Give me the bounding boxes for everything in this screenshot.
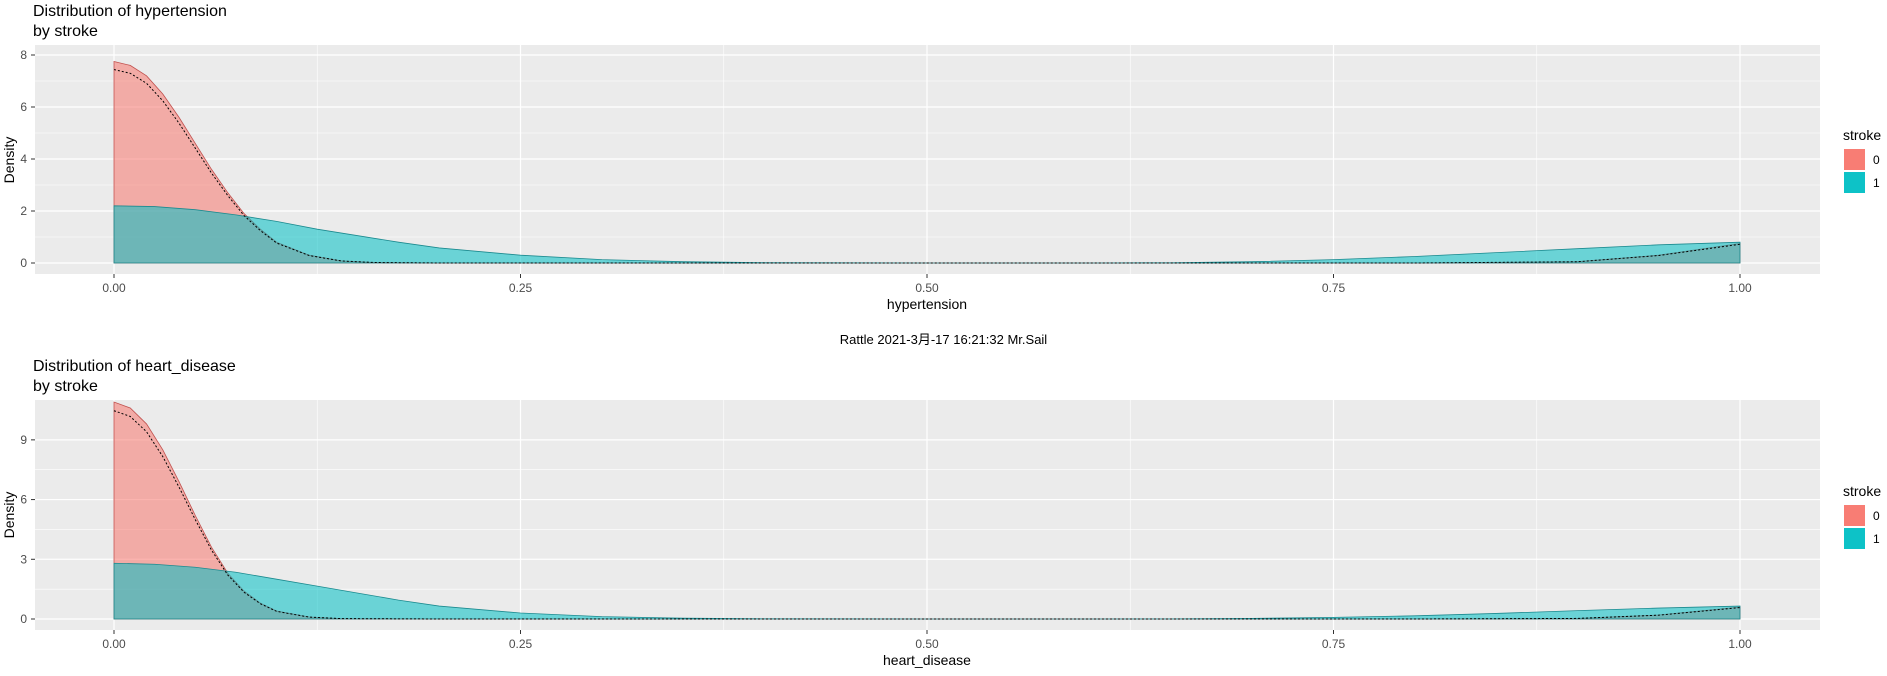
p1-legend-label-0: 0 [1873,509,1880,523]
p0-y-tick-label-2: 4 [20,152,27,166]
p1-x-tick-label-1: 0.25 [509,637,533,651]
p1-x-tick-label-0: 0.00 [102,637,126,651]
p1-y-tick-label-3: 9 [20,433,27,447]
p0-x-tick-label-2: 0.50 [915,281,939,295]
p0-y-axis-title: Density [1,137,17,184]
p1-x-tick-label-4: 1.00 [1728,637,1752,651]
p1-y-tick-label-0: 0 [20,612,27,626]
footer-caption: Rattle 2021-3月-17 16:21:32 Mr.Sail [839,332,1048,347]
p1-y-axis-title: Density [1,492,17,539]
p0-dotted-density-curve [113,69,1741,264]
p1-dotted-density-curve [113,410,1741,620]
p0-x-tick-label-4: 1.00 [1728,281,1752,295]
p0-x-tick-label-1: 0.25 [509,281,533,295]
p0-x-tick-label-0: 0.00 [102,281,126,295]
p1-legend-title: stroke [1843,483,1881,499]
p1-legend-label-1: 1 [1873,532,1880,546]
p0-legend-swatch-1 [1844,172,1865,193]
p0-density-area-stroke-1 [113,205,1741,264]
p0-legend-swatch-0 [1844,149,1865,170]
p0-y-tick-label-1: 2 [20,204,27,218]
p0-x-axis-title: hypertension [887,296,967,312]
p1-y-tick-label-2: 6 [20,493,27,507]
chart-title-hypertension: Distribution of hypertension by stroke [33,3,227,40]
p1-legend-swatch-1 [1844,528,1865,549]
p1-legend-swatch-0 [1844,505,1865,526]
p0-legend-label-0: 0 [1873,153,1880,167]
p0-y-tick-label-3: 6 [20,100,27,114]
p0-legend-label-1: 1 [1873,176,1880,190]
p0-y-tick-label-0: 0 [20,256,27,270]
p0-y-tick-label-4: 8 [20,48,27,62]
p0-legend-title: stroke [1843,127,1881,143]
p0-x-tick-label-3: 0.75 [1322,281,1346,295]
p1-x-axis-title: heart_disease [883,652,971,668]
chart-title-heart-disease: Distribution of heart_disease by stroke [33,358,236,395]
p1-x-tick-label-2: 0.50 [915,637,939,651]
p1-x-tick-label-3: 0.75 [1322,637,1346,651]
p1-y-tick-label-1: 3 [20,552,27,566]
